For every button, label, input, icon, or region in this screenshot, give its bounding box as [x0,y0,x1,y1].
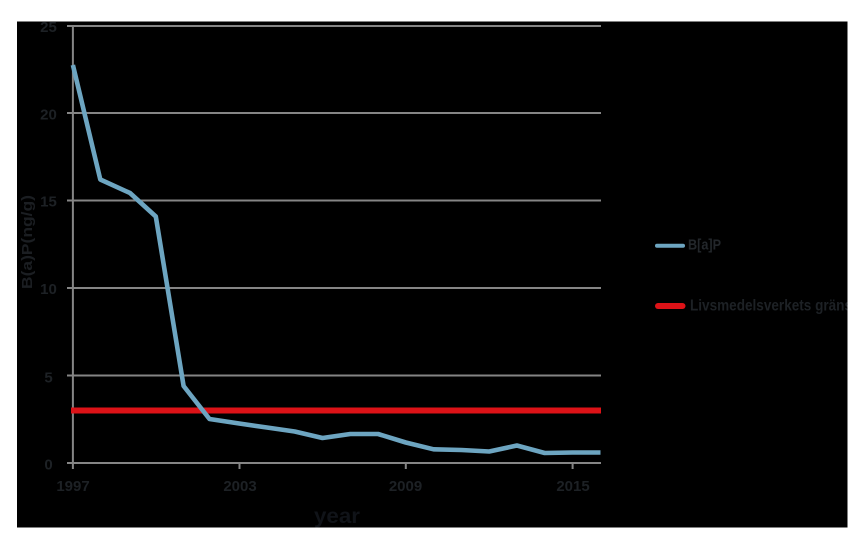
svg-text:2003: 2003 [223,478,256,495]
svg-text:0: 0 [44,457,52,474]
svg-text:B[a]P: B[a]P [688,237,721,254]
svg-text:25: 25 [40,19,57,36]
svg-text:year: year [314,505,360,528]
svg-text:15: 15 [40,194,57,211]
svg-text:10: 10 [40,281,57,298]
svg-text:1997: 1997 [56,478,89,495]
svg-text:2015: 2015 [556,478,589,495]
svg-text:20: 20 [40,107,57,124]
svg-text:B(a)P(ng/g): B(a)P(ng/g) [19,195,36,289]
svg-text:Livsmedelsverkets gräns: Livsmedelsverkets gräns [690,298,852,315]
svg-text:2009: 2009 [389,478,422,495]
svg-text:5: 5 [44,370,52,387]
